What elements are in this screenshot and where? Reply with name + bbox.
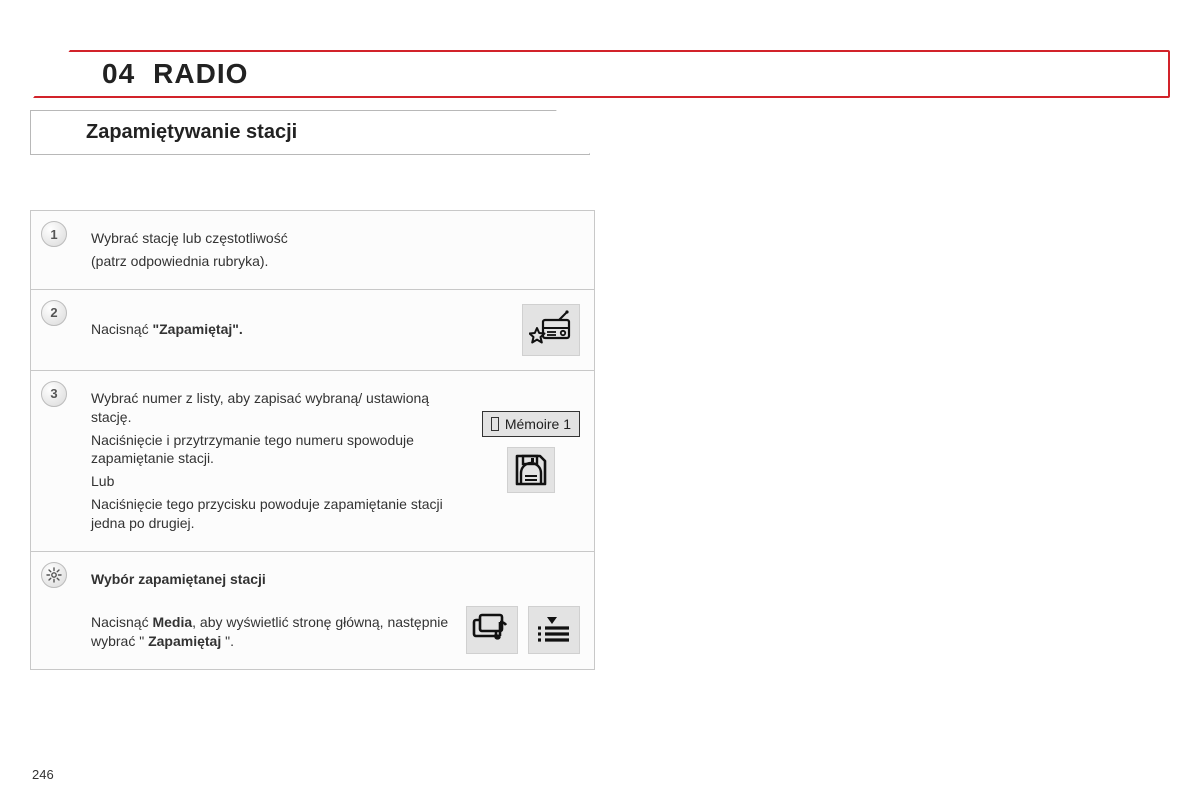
section-title-text: Zapamiętywanie stacji	[86, 121, 297, 143]
step-1: 1 Wybrać stację lub częstotliwość (patrz…	[31, 211, 594, 290]
step-icons	[522, 304, 580, 356]
step-3-p3: Lub	[91, 472, 472, 491]
step-badge: 2	[41, 300, 67, 326]
step-icons	[466, 606, 580, 654]
step-text: Wybrać stację lub częstotliwość (patrz o…	[91, 225, 580, 275]
step-text: Wybór zapamiętanej stacji Nacisnąć Media…	[91, 566, 466, 655]
step-3: 3 Wybrać numer z listy, aby zapisać wybr…	[31, 371, 594, 552]
step-3-p1: Wybrać numer z listy, aby zapisać wybran…	[91, 389, 472, 427]
step-tip: Wybór zapamiętanej stacji Nacisnąć Media…	[31, 552, 594, 669]
steps-list: 1 Wybrać stację lub częstotliwość (patrz…	[30, 210, 595, 670]
step-badge: 3	[41, 381, 67, 407]
step-badge: 1	[41, 221, 67, 247]
memory-label: Mémoire 1	[505, 416, 571, 432]
media-icon	[466, 606, 518, 654]
step-3-p2: Naciśnięcie i przytrzymanie tego numeru …	[91, 431, 472, 469]
tip-body: Nacisnąć Media, aby wyświetlić stronę gł…	[91, 613, 456, 651]
tip-badge-icon	[41, 562, 67, 588]
save-disk-icon	[507, 447, 555, 493]
list-select-icon	[528, 606, 580, 654]
step-3-p4: Naciśnięcie tego przycisku powoduje zapa…	[91, 495, 472, 533]
chapter-title: RADIO	[153, 58, 248, 90]
tip-heading: Wybór zapamiętanej stacji	[91, 570, 456, 589]
step-1-line2: (patrz odpowiednia rubryka).	[91, 252, 570, 271]
section-title: Zapamiętywanie stacji	[30, 110, 590, 155]
step-text: Wybrać numer z listy, aby zapisać wybran…	[91, 385, 482, 537]
chapter-number: 04	[102, 58, 135, 90]
memory-slot-icon	[491, 417, 499, 431]
step-1-line1: Wybrać stację lub częstotliwość	[91, 229, 570, 248]
page-number: 246	[32, 767, 54, 782]
memory-preset-button[interactable]: Mémoire 1	[482, 411, 580, 437]
step-2: 2 Nacisnąć "Zapamiętaj".	[31, 290, 594, 371]
radio-favorite-icon	[522, 304, 580, 356]
step-text: Nacisnąć "Zapamiętaj".	[91, 316, 522, 343]
step-2-text: Nacisnąć "Zapamiętaj".	[91, 320, 512, 339]
step-icons: Mémoire 1	[482, 411, 580, 493]
chapter-header: 04 RADIO	[30, 50, 1170, 98]
